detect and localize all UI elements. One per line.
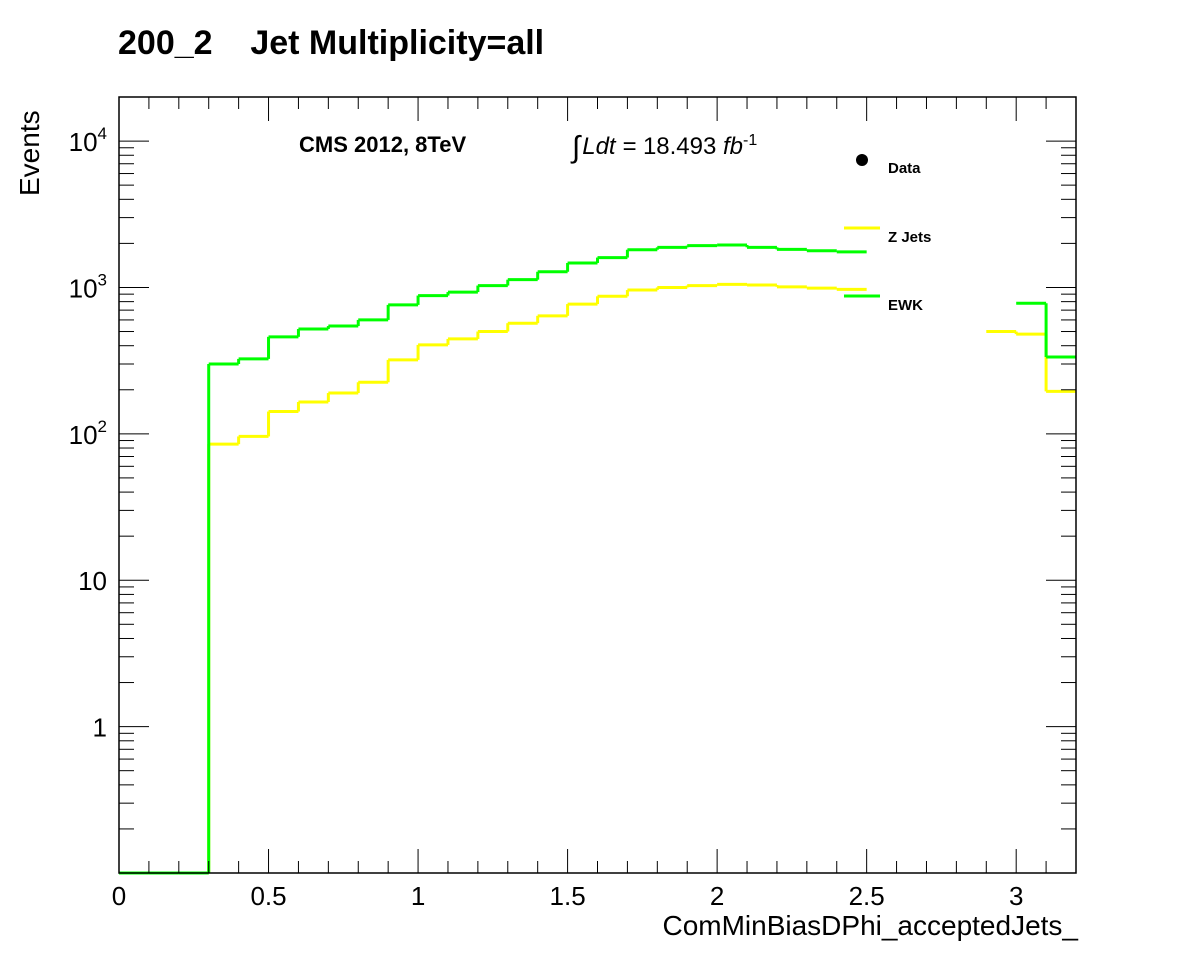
y-tick-label: 104 — [69, 124, 107, 157]
x-tick-label: 1.5 — [550, 881, 586, 911]
y-tick-label: 1 — [93, 713, 107, 743]
y-axis-label: Events — [14, 110, 45, 196]
plot-frame — [118, 96, 1077, 874]
legend-label-zjets: Z Jets — [888, 229, 932, 246]
legend-label-ewk: EWK — [888, 297, 923, 314]
x-tick-label: 2 — [710, 881, 724, 911]
integral-symbol: ∫ — [572, 131, 581, 164]
legend-label-data: Data — [888, 160, 921, 177]
x-tick-label: 2.5 — [849, 881, 885, 911]
lumi-value: 18.493 — [642, 133, 717, 160]
y-tick-label: 103 — [69, 270, 107, 303]
y-tick-label: 102 — [69, 417, 107, 450]
x-axis-label: ComMinBiasDPhi_acceptedJets_ — [662, 910, 1078, 941]
histogram-layer — [119, 243, 1076, 875]
lumi-exponent: -1 — [743, 132, 758, 149]
lumi-prefix: Ldt = — [582, 133, 637, 160]
x-tick-label: 0 — [112, 881, 126, 911]
x-tick-label: 1 — [411, 881, 425, 911]
y-tick-label: 10 — [78, 566, 107, 596]
series-ewk — [119, 243, 1076, 875]
x-tick-label: 0.5 — [250, 881, 286, 911]
legend-marker-data — [856, 154, 868, 166]
legend-markers — [844, 154, 880, 298]
luminosity-label: ∫Ldt = 18.493 fb-1 — [572, 128, 758, 164]
x-tick-label: 3 — [1009, 881, 1023, 911]
series-z-jets — [119, 282, 1076, 875]
chart-title: 200_2 Jet Multiplicity=all — [118, 24, 545, 62]
tick-layer: 0 0.5 1 1.5 2 2.5 3 1 10 102 103 104 — [69, 96, 1077, 911]
lumi-unit: fb — [723, 133, 744, 160]
experiment-label: CMS 2012, 8TeV — [299, 132, 467, 157]
